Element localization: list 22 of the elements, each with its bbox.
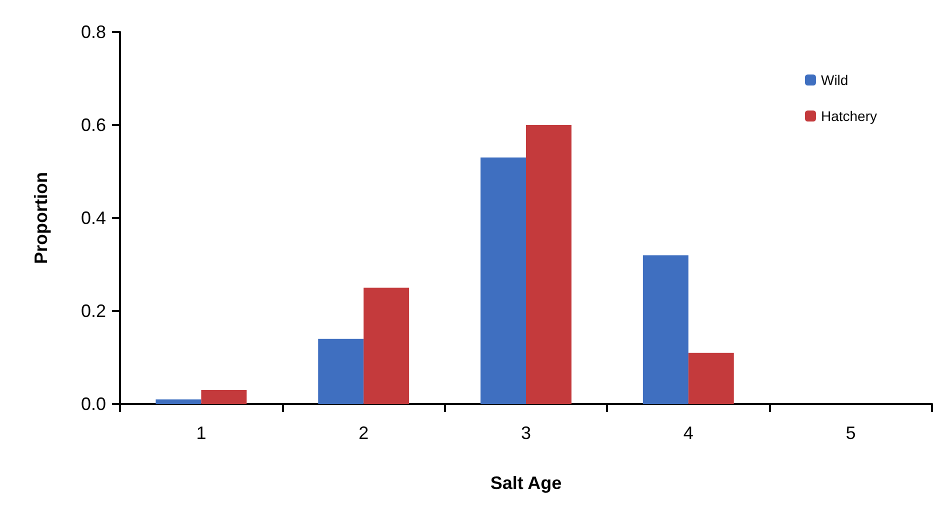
bar (480, 158, 526, 404)
x-axis-title: Salt Age (490, 473, 562, 493)
bar (688, 352, 734, 404)
x-tick-label: 1 (196, 423, 206, 443)
legend-label: Wild (820, 72, 848, 88)
x-tick-label: 2 (358, 423, 369, 443)
bar (201, 390, 247, 404)
bar (642, 255, 688, 404)
y-tick-label: 0.6 (80, 115, 106, 135)
y-tick-label: 0.8 (80, 22, 106, 42)
y-tick-label: 0.4 (80, 208, 106, 228)
x-tick-label: 5 (846, 423, 856, 443)
y-tick-label: 0.2 (80, 301, 106, 321)
y-axis-title: Proportion (31, 172, 51, 264)
x-tick-label: 4 (683, 423, 694, 443)
legend-label: Hatchery (820, 108, 878, 124)
y-tick-label: 0.0 (80, 394, 106, 414)
bar (526, 125, 572, 404)
x-tick-label: 3 (520, 423, 532, 443)
bar (156, 399, 202, 404)
bar (364, 288, 410, 404)
bar (318, 338, 364, 404)
